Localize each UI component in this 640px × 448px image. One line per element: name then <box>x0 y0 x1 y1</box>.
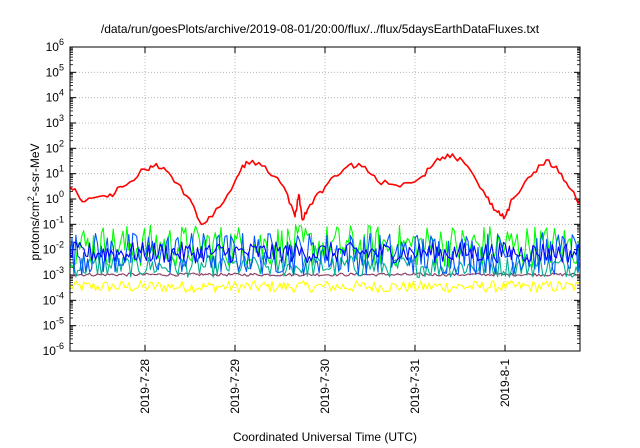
series-group <box>70 153 580 294</box>
y-tick-label: 103 <box>46 113 64 130</box>
series-line-5 <box>70 241 580 264</box>
y-tick-label: 104 <box>46 88 64 105</box>
y-tick-label: 106 <box>46 37 64 54</box>
series-line-0 <box>70 280 580 294</box>
x-tick-label: 2019-7-29 <box>228 359 242 414</box>
x-tick-label: 2019-7-31 <box>408 359 422 414</box>
x-tick-label: 2019-7-28 <box>138 359 152 414</box>
y-tick-label: 10-6 <box>43 341 64 358</box>
y-axis-label-sup: 2 <box>26 196 36 202</box>
series-line-6 <box>70 153 580 226</box>
plot-frame <box>69 46 581 352</box>
series-line-4 <box>70 232 580 276</box>
x-tick-label: 2019-8-1 <box>498 359 512 407</box>
y-axis-label-prefix: protons/cm <box>28 201 42 261</box>
series-line-1 <box>70 272 580 277</box>
y-tick-label: 101 <box>46 164 64 181</box>
y-axis-label: protons/cm2-s-sr-MeV <box>26 143 42 260</box>
y-axis-label-suffix: -s-sr-MeV <box>28 143 42 197</box>
y-tick-label: 105 <box>46 62 64 79</box>
y-tick-label: 100 <box>46 189 64 206</box>
y-tick-label: 10-3 <box>43 265 64 282</box>
y-tick-label: 10-1 <box>43 214 64 231</box>
series-line-2 <box>70 254 580 278</box>
y-tick-label: 10-2 <box>43 240 64 257</box>
y-tick-label: 10-5 <box>43 316 64 333</box>
chart-title: /data/run/goesPlots/archive/2019-08-01/2… <box>100 22 540 36</box>
y-tick-label: 102 <box>46 138 64 155</box>
x-tick-label: 2019-7-30 <box>318 359 332 414</box>
x-axis-label: Coordinated Universal Time (UTC) <box>232 430 418 444</box>
y-tick-label: 10-4 <box>43 290 64 307</box>
